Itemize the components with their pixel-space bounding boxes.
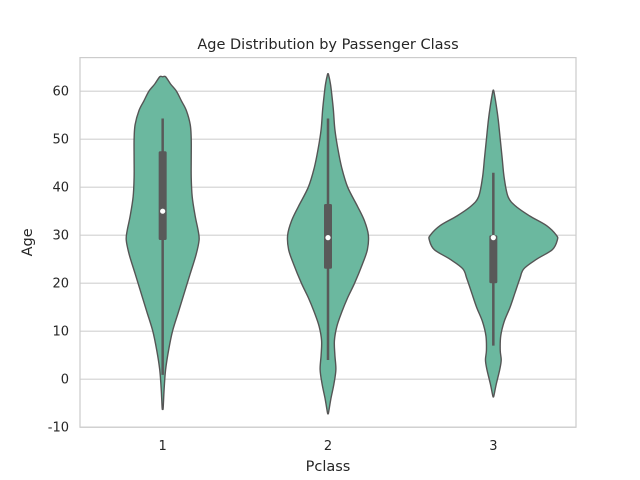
violin-layer bbox=[125, 72, 559, 415]
y-tick-label: 60 bbox=[52, 85, 69, 100]
chart-title: Age Distribution by Passenger Class bbox=[197, 37, 458, 53]
violin-3 bbox=[428, 89, 559, 398]
y-tick-label: 50 bbox=[52, 133, 69, 148]
median-marker bbox=[160, 208, 166, 214]
y-tick-label: 20 bbox=[52, 277, 69, 292]
median-marker bbox=[490, 235, 496, 241]
x-axis-label: Pclass bbox=[306, 459, 351, 475]
x-tick-label: 1 bbox=[159, 439, 167, 454]
plot-frame bbox=[79, 56, 577, 428]
y-tick-label: 40 bbox=[52, 181, 69, 196]
x-tick-label: 2 bbox=[324, 439, 332, 454]
y-tick-label: 30 bbox=[52, 229, 69, 244]
x-tick-label: 3 bbox=[489, 439, 497, 454]
iqr-box bbox=[158, 151, 167, 240]
y-axis-label: Age bbox=[20, 228, 36, 256]
violin-2 bbox=[286, 72, 370, 415]
x-tick-labels: 1 2 3 bbox=[159, 439, 498, 454]
violin-1 bbox=[125, 75, 200, 411]
median-marker bbox=[325, 235, 331, 241]
y-tick-label: 0 bbox=[61, 373, 69, 388]
y-tick-labels: -10 0 10 20 30 40 50 60 bbox=[48, 85, 69, 436]
y-tick-label: -10 bbox=[48, 421, 69, 436]
iqr-box bbox=[489, 235, 498, 284]
y-tick-label: 10 bbox=[52, 325, 69, 340]
